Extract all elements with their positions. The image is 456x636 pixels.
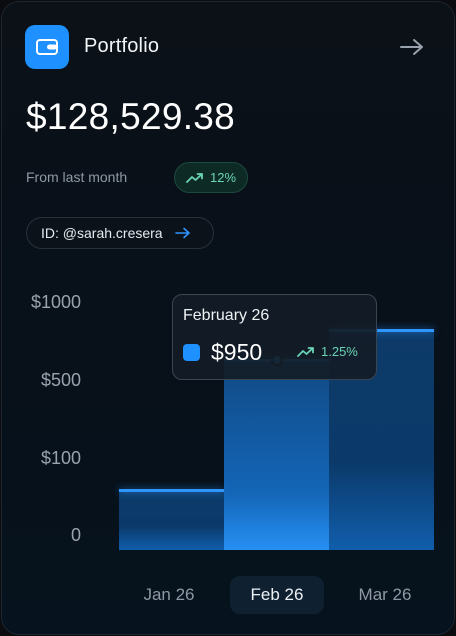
y-tick-label: 0 (70, 525, 81, 545)
tooltip-change: 1.25% (297, 344, 358, 359)
trend-up-icon (186, 172, 203, 183)
app-logo (25, 25, 69, 69)
arrow-right-icon (400, 39, 423, 55)
y-tick-label: $500 (40, 370, 81, 390)
tooltip-change-value: 1.25% (321, 344, 358, 359)
tooltip-value: $950 (211, 339, 263, 365)
wallet-icon (36, 39, 58, 55)
app-title: Portfolio (84, 35, 160, 57)
period-tab-mar-26[interactable]: Mar 26 (358, 585, 412, 604)
period-tab-jan-26[interactable]: Jan 26 (143, 585, 195, 604)
chart-bar-top-line (329, 329, 434, 332)
tooltip-series-swatch (183, 344, 200, 361)
account-id-pill[interactable]: ID: @sarah.cresera (26, 217, 214, 249)
period-tab-feb-26[interactable]: Feb 26 (230, 576, 324, 614)
arrow-right-icon (174, 227, 190, 239)
tooltip-date: February 26 (183, 307, 270, 324)
y-tick-label: $100 (40, 448, 81, 468)
chart-tooltip: February 26 $950 1.25% (172, 294, 377, 380)
change-period-label: From last month (26, 169, 128, 185)
y-tick-label: $1000 (30, 292, 81, 312)
open-portfolio-button[interactable] (398, 35, 426, 59)
chart-bar-jan-26[interactable] (119, 490, 224, 550)
chart-bar-feb-26[interactable] (224, 360, 329, 550)
trend-up-icon (297, 346, 314, 357)
portfolio-balance: $128,529.38 (26, 96, 236, 137)
change-badge: 12% (174, 162, 248, 193)
change-value: 12% (209, 170, 237, 185)
chart-bar-top-line (119, 489, 224, 492)
account-id-label: ID: @sarah.cresera (41, 225, 163, 241)
